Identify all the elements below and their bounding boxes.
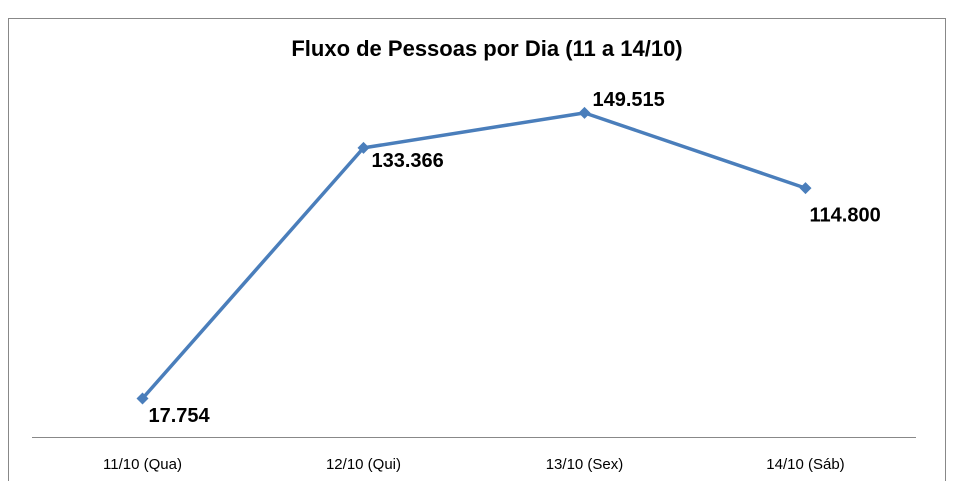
data-label: 114.800	[810, 204, 881, 226]
x-tick-label: 14/10 (Sáb)	[766, 456, 844, 473]
x-tick-label: 12/10 (Qui)	[326, 456, 401, 473]
chart-frame	[8, 18, 946, 481]
marker	[136, 392, 149, 405]
data-label: 133.366	[372, 150, 444, 172]
x-tick-label: 11/10 (Qua)	[103, 456, 182, 473]
data-label: 17.754	[149, 405, 211, 427]
chart-title: Fluxo de Pessoas por Dia (11 a 14/10)	[291, 36, 682, 61]
marker	[578, 106, 591, 119]
x-tick-label: 13/10 (Sex)	[546, 456, 624, 473]
data-label: 149.515	[593, 89, 665, 111]
marker	[357, 141, 370, 154]
marker	[799, 182, 812, 195]
data-line	[141, 111, 807, 400]
